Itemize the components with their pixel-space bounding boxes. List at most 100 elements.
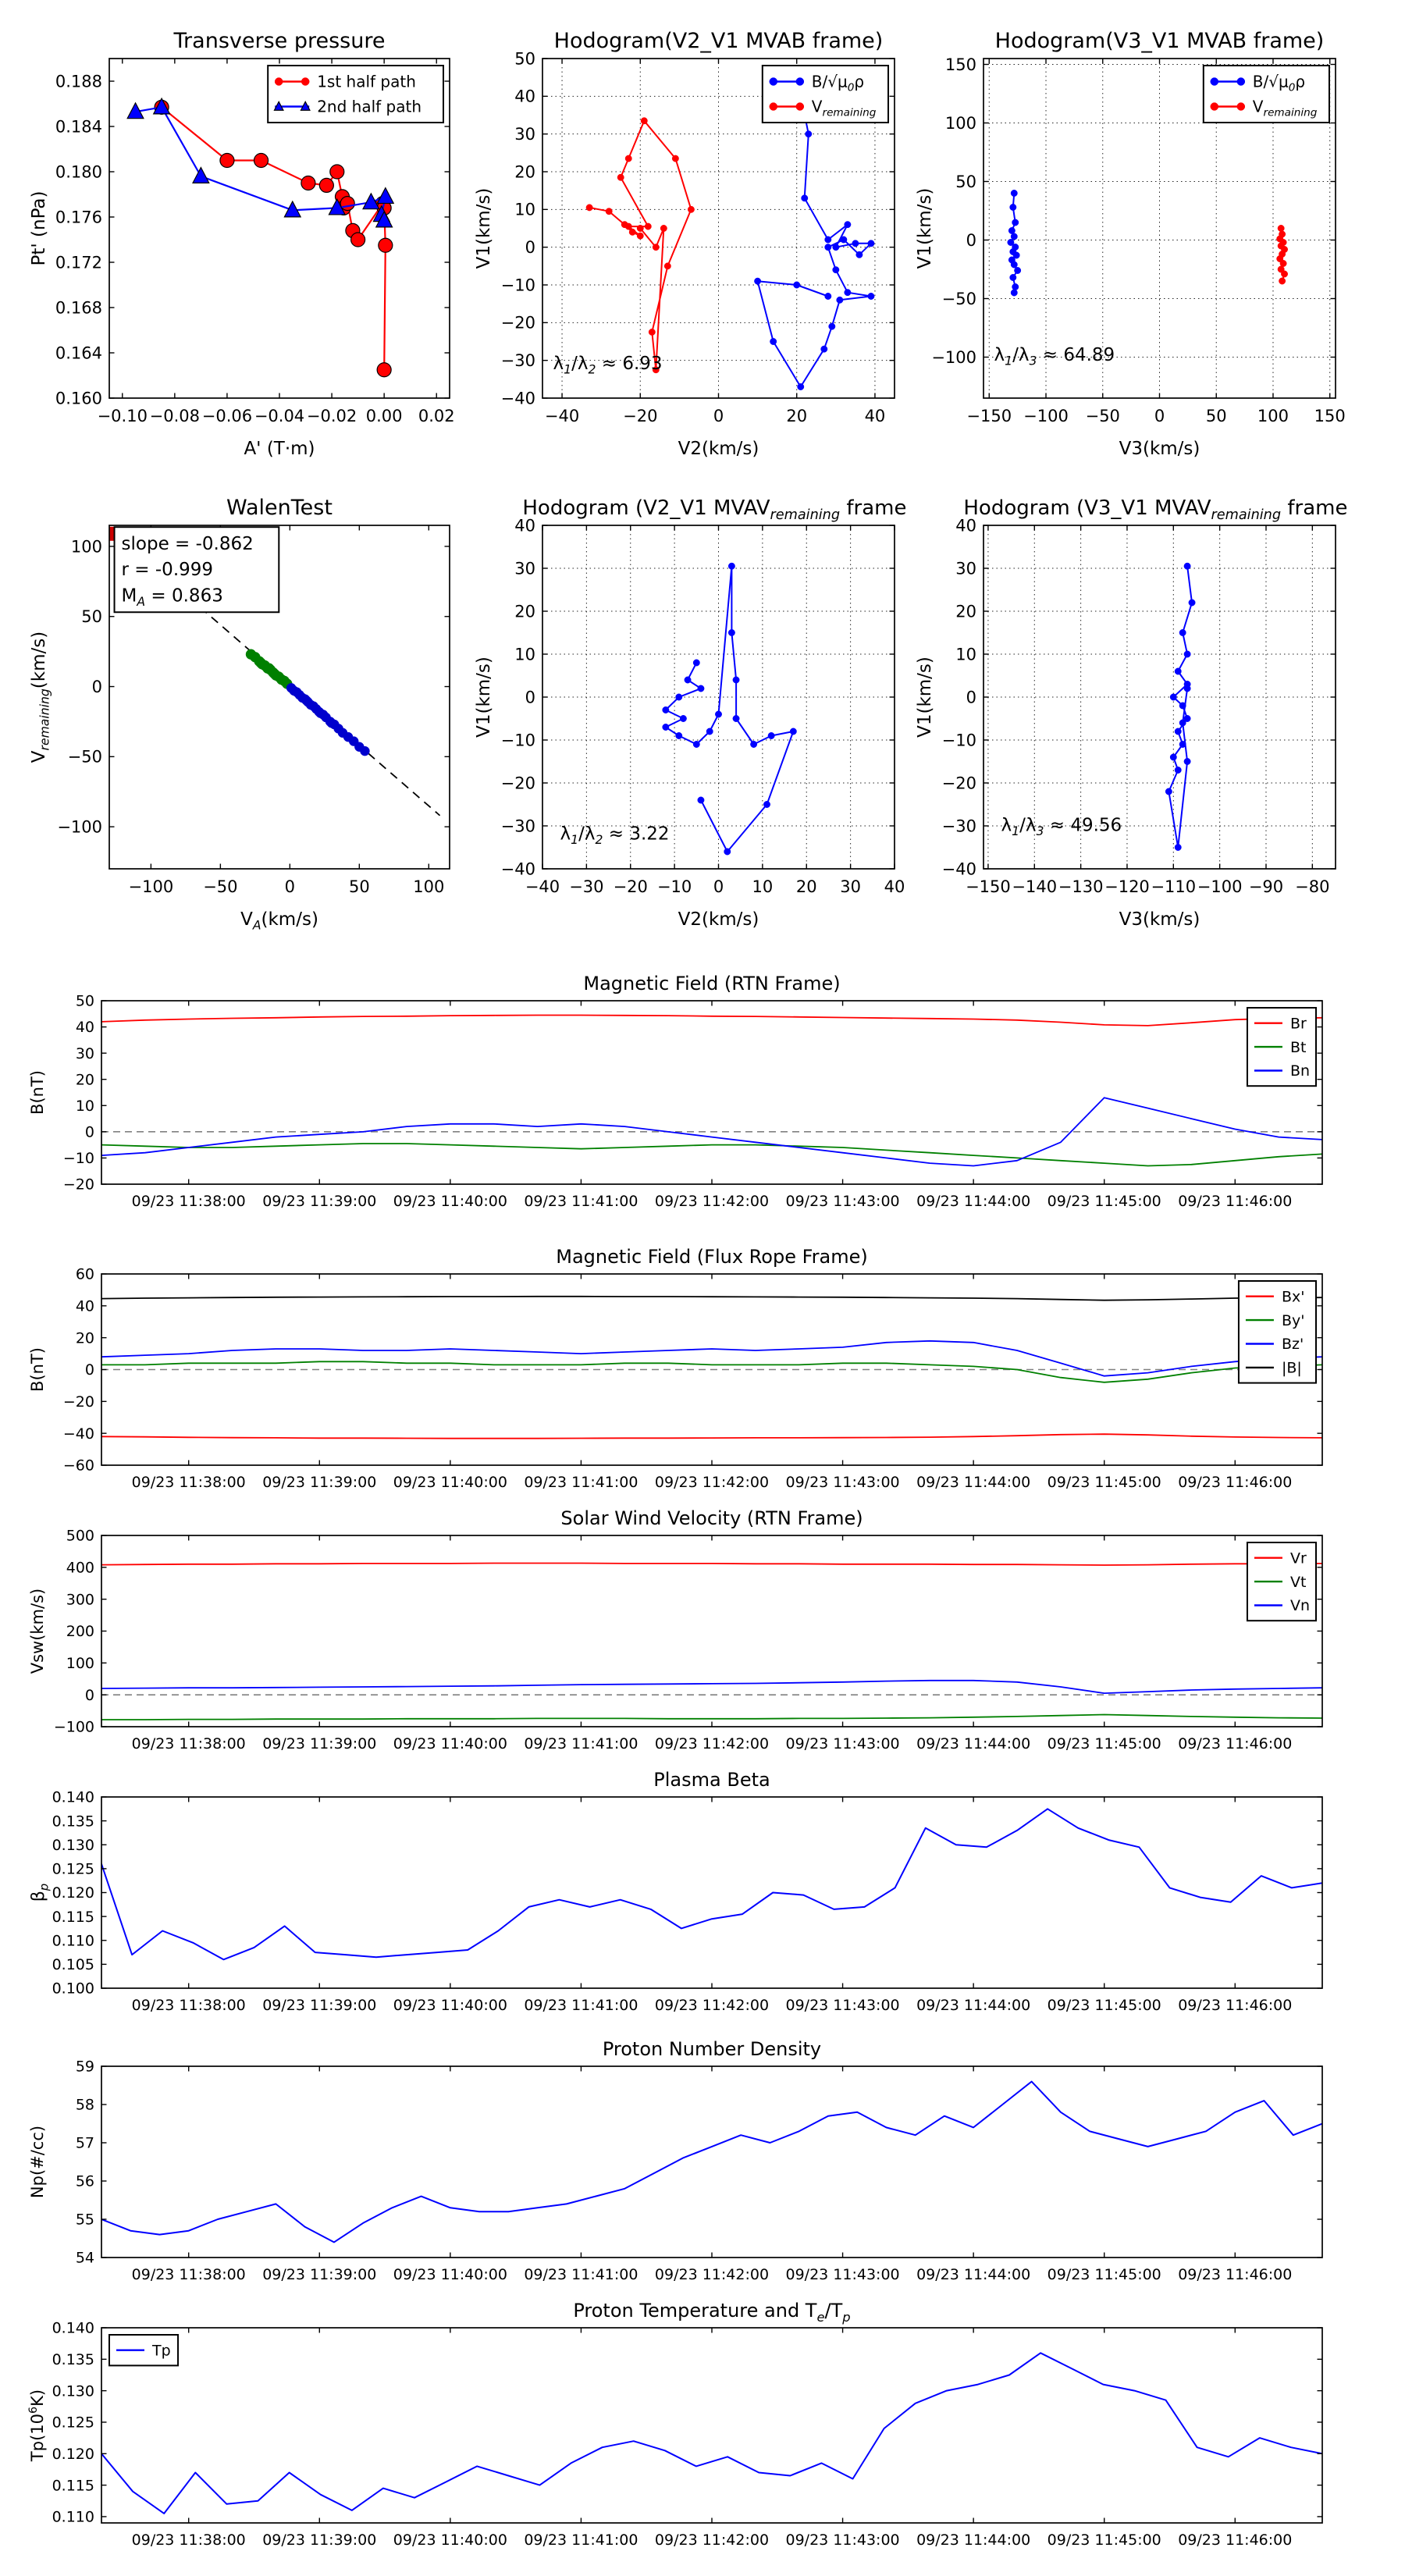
svg-text:0.172: 0.172 [55, 253, 102, 272]
magnetic-field-rtn-chart: 09/23 11:38:00 09/23 11:39:00 09/23 11:40:… [23, 968, 1335, 1229]
chart-svg: −100 −50 0 50 100 −100 −50 0 50 100 WalenTest VA(km… [29, 496, 450, 933]
svg-text:10: 10 [514, 201, 535, 219]
svg-text:−40: −40 [501, 389, 535, 407]
svg-text:0: 0 [713, 407, 724, 425]
svg-text:−30: −30 [501, 817, 535, 835]
svg-text:40: 40 [514, 87, 535, 106]
svg-text:V1(km/s): V1(km/s) [915, 188, 935, 269]
svg-text:0: 0 [966, 231, 976, 250]
svg-text:Transverse pressure: Transverse pressure [173, 29, 386, 53]
svg-text:−50: −50 [68, 748, 102, 767]
svg-text:Hodogram (V2_V1 MVAVremaining: Hodogram (V2_V1 MVAVremaining frame) [522, 496, 905, 523]
walen-test-chart: −100 −50 0 50 100 −100 −50 0 50 100 WalenTest VA(km… [23, 482, 461, 945]
svg-text:−100: −100 [129, 877, 174, 896]
svg-text:09/23 11:40:00: 09/23 11:40:00 [393, 2532, 507, 2549]
svg-text:20: 20 [786, 407, 807, 425]
svg-text:V1(km/s): V1(km/s) [915, 656, 935, 738]
svg-text:100: 100 [413, 877, 444, 896]
svg-text:V1(km/s): V1(km/s) [474, 188, 494, 269]
svg-text:0: 0 [713, 877, 724, 896]
svg-text:Hodogram(V2_V1 MVAB frame): Hodogram(V2_V1 MVAB frame) [554, 29, 884, 53]
svg-text:100: 100 [66, 1655, 94, 1672]
svg-text:50: 50 [1206, 407, 1227, 425]
svg-text:Vremaining: Vremaining [812, 98, 877, 119]
svg-text:0.120: 0.120 [52, 2446, 94, 2463]
svg-text:Vremaining(km/s): Vremaining(km/s) [29, 632, 52, 763]
svg-text:Vremaining: Vremaining [1253, 98, 1318, 119]
svg-text:−40: −40 [545, 407, 579, 425]
svg-text:0.105: 0.105 [52, 1956, 94, 1973]
svg-text:Solar Wind Velocity (RTN Frame: Solar Wind Velocity (RTN Frame) [560, 1507, 863, 1529]
svg-text:0: 0 [85, 1124, 94, 1141]
svg-text:09/23 11:39:00: 09/23 11:39:00 [262, 2532, 376, 2549]
plasma-beta-chart: 09/23 11:38:00 09/23 11:39:00 09/23 11:40:… [23, 1764, 1335, 2033]
svg-text:B/√μ0ρ: B/√μ0ρ [812, 73, 864, 94]
svg-text:0.125: 0.125 [52, 2414, 94, 2432]
svg-text:Hodogram (V3_V1 MVAVremaining: Hodogram (V3_V1 MVAVremaining frame) [963, 496, 1346, 523]
svg-text:VA(km/s): VA(km/s) [240, 909, 318, 933]
svg-text:09/23 11:46:00: 09/23 11:46:00 [1178, 1735, 1292, 1752]
svg-text:09/23 11:45:00: 09/23 11:45:00 [1048, 1193, 1161, 1210]
svg-text:30: 30 [514, 559, 535, 578]
chart-svg: 09/23 11:38:00 09/23 11:39:00 09/23 11:40:… [28, 2038, 1323, 2283]
svg-text:−100: −100 [931, 348, 976, 367]
svg-text:09/23 11:38:00: 09/23 11:38:00 [132, 1193, 246, 1210]
svg-text:60: 60 [76, 1266, 94, 1283]
svg-text:−50: −50 [1086, 407, 1120, 425]
svg-text:V3(km/s): V3(km/s) [1119, 909, 1200, 930]
svg-text:−30: −30 [942, 817, 976, 835]
svg-text:40: 40 [884, 877, 905, 896]
chart-svg: 09/23 11:38:00 09/23 11:39:00 09/23 11:40:… [27, 2300, 1323, 2549]
svg-text:−0.04: −0.04 [254, 407, 304, 425]
svg-text:−40: −40 [525, 877, 560, 896]
svg-text:56: 56 [76, 2173, 94, 2190]
svg-text:0.160: 0.160 [55, 389, 102, 407]
svg-text:09/23 11:44:00: 09/23 11:44:00 [916, 2266, 1030, 2283]
svg-text:09/23 11:40:00: 09/23 11:40:00 [393, 2266, 507, 2283]
svg-text:−0.06: −0.06 [202, 407, 252, 425]
svg-text:09/23 11:44:00: 09/23 11:44:00 [916, 2532, 1030, 2549]
svg-text:0.135: 0.135 [52, 1813, 94, 1830]
svg-text:−10: −10 [501, 731, 535, 749]
svg-text:09/23 11:45:00: 09/23 11:45:00 [1048, 2266, 1161, 2283]
svg-text:Proton Temperature and Te/Tp: Proton Temperature and Te/Tp [573, 2300, 850, 2325]
svg-text:0: 0 [525, 238, 535, 257]
svg-text:0.164: 0.164 [55, 343, 102, 362]
svg-text:−150: −150 [966, 407, 1012, 425]
svg-text:0.176: 0.176 [55, 208, 102, 226]
svg-text:λ1/λ2 ≈ 3.22: λ1/λ2 ≈ 3.22 [560, 824, 670, 848]
svg-text:300: 300 [66, 1591, 94, 1608]
svg-text:09/23 11:42:00: 09/23 11:42:00 [655, 1474, 769, 1491]
transverse-pressure-chart: −0.10 −0.08 −0.06 −0.04 −0.02 0.00 0.02 0.160 0.… [23, 16, 461, 472]
svg-text:50: 50 [76, 993, 94, 1010]
svg-text:150: 150 [945, 55, 976, 74]
svg-text:09/23 11:40:00: 09/23 11:40:00 [393, 1997, 507, 2014]
svg-text:0.120: 0.120 [52, 1884, 94, 1902]
svg-text:10: 10 [752, 877, 774, 896]
svg-text:Tp(106K): Tp(106K) [27, 2389, 47, 2462]
svg-text:Np(#/cc): Np(#/cc) [28, 2126, 47, 2198]
svg-text:B(nT): B(nT) [28, 1347, 47, 1392]
svg-text:09/23 11:46:00: 09/23 11:46:00 [1178, 1474, 1292, 1491]
svg-text:0: 0 [525, 688, 535, 706]
svg-text:55: 55 [76, 2211, 94, 2229]
svg-text:−40: −40 [942, 859, 976, 878]
svg-text:100: 100 [945, 114, 976, 133]
svg-text:30: 30 [955, 559, 976, 578]
svg-text:40: 40 [955, 516, 976, 535]
svg-text:−10: −10 [942, 731, 976, 749]
svg-text:50: 50 [955, 173, 976, 191]
svg-text:500: 500 [66, 1528, 94, 1545]
svg-text:09/23 11:38:00: 09/23 11:38:00 [132, 1735, 246, 1752]
svg-text:50: 50 [349, 877, 370, 896]
svg-text:By': By' [1282, 1312, 1305, 1329]
svg-text:−20: −20 [501, 314, 535, 333]
svg-text:A' (T·m): A' (T·m) [244, 439, 315, 459]
svg-text:09/23 11:43:00: 09/23 11:43:00 [786, 1735, 900, 1752]
chart-svg: −0.10 −0.08 −0.06 −0.04 −0.02 0.00 0.02 0.160 0.… [29, 29, 455, 459]
svg-text:54: 54 [76, 2250, 94, 2267]
svg-text:0.115: 0.115 [52, 2477, 94, 2494]
svg-text:40: 40 [865, 407, 886, 425]
svg-text:MA = 0.863: MA = 0.863 [122, 586, 223, 610]
